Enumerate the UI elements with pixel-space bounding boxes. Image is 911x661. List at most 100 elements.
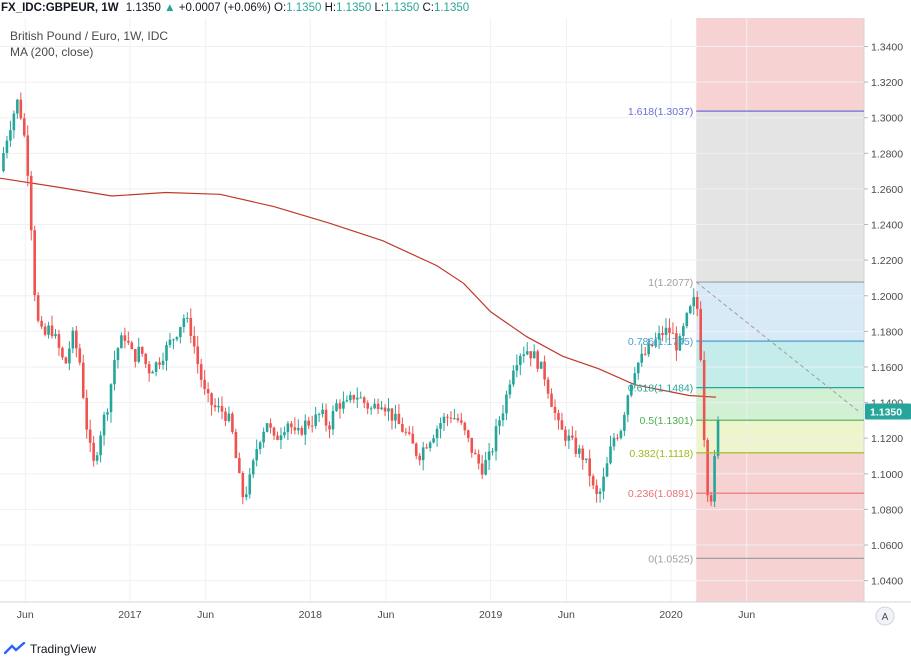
candle-body	[532, 351, 536, 359]
candle-body	[303, 420, 307, 435]
tradingview-logo-icon	[4, 642, 26, 655]
candle-body	[168, 339, 172, 345]
candle-body	[9, 130, 12, 141]
candle-body	[522, 354, 526, 356]
candle-body	[276, 435, 279, 440]
candle-body	[251, 460, 255, 475]
candle-body	[577, 448, 581, 454]
fib-level-label: 0.618(1.1484)	[628, 383, 693, 395]
fib-level-label: 0.786(1.1745)	[628, 336, 693, 348]
candle-body	[33, 230, 36, 296]
candle-body	[199, 364, 203, 380]
candle-body	[702, 359, 706, 440]
y-tick-label: 1.1800	[871, 326, 903, 338]
high-label: H:	[324, 2, 337, 14]
change-arrow-icon: ▲	[164, 2, 176, 14]
candle-body	[414, 443, 418, 456]
candle-body	[95, 455, 99, 461]
candle-body	[553, 406, 557, 413]
symbol-label[interactable]: FX_IDC:GBPEUR, 1W	[1, 2, 119, 14]
candle-body	[349, 395, 352, 401]
candle-body	[650, 344, 654, 346]
open-label: O:	[274, 2, 287, 14]
candle-body	[255, 449, 258, 461]
legend-indicator[interactable]: MA (200, close)	[10, 45, 94, 59]
candle-body	[238, 458, 241, 474]
candle-body	[241, 473, 245, 498]
candle-body	[512, 370, 515, 385]
candle-body	[123, 335, 127, 341]
candle-body	[175, 337, 179, 340]
axes: 1.3400 1.3200 1.3000 1.2800 1.2600 1.2400 1.22…	[0, 18, 911, 626]
y-tick-label: 1.2200	[871, 255, 903, 267]
candle-body	[265, 423, 269, 432]
candle-body	[206, 389, 210, 394]
candle-body	[581, 448, 585, 460]
candle-body	[300, 427, 304, 435]
candle-body	[633, 373, 637, 385]
candle-body	[567, 435, 571, 441]
candle-body	[324, 409, 328, 426]
candle-body	[695, 297, 699, 309]
candle-body	[428, 442, 432, 449]
fib-zone	[696, 387, 864, 421]
candle-body	[571, 435, 574, 438]
candle-body	[137, 346, 141, 362]
candle-body	[68, 348, 71, 364]
candle-body	[446, 416, 449, 418]
candle-body	[290, 423, 293, 428]
candle-body	[272, 427, 276, 436]
candle-body	[609, 446, 612, 464]
candle-body	[397, 413, 401, 424]
candle-body	[50, 325, 54, 337]
candle-body	[78, 348, 82, 363]
candle-body	[36, 295, 40, 321]
candle-body	[297, 427, 300, 431]
candle-body	[640, 353, 644, 363]
candle-body	[682, 326, 685, 337]
candle-body	[519, 355, 522, 366]
fib-level-label: 0.5(1.1301)	[640, 415, 694, 427]
candle-body	[484, 460, 487, 475]
fib-zone-top	[696, 18, 864, 112]
candle-body	[602, 476, 605, 492]
candle-body	[331, 411, 335, 430]
candle-body	[671, 332, 675, 334]
candle-body	[248, 474, 252, 495]
candle-body	[647, 344, 650, 355]
ma-200-line	[0, 177, 717, 398]
grid	[0, 18, 864, 602]
candle-body	[688, 306, 692, 314]
candle-body	[40, 320, 43, 327]
fib-retracement-layer[interactable]	[696, 18, 864, 602]
candle-body	[165, 344, 168, 361]
brand-label[interactable]: TradingView	[30, 642, 97, 656]
y-tick-label: 1.2000	[871, 291, 903, 303]
candle-body	[636, 362, 640, 374]
candle-body	[498, 420, 501, 427]
candle-body	[314, 414, 317, 426]
candle-body	[477, 454, 480, 464]
candle-body	[189, 317, 193, 336]
fib-level-label: 1(1.2077)	[648, 277, 693, 289]
candles	[2, 92, 720, 508]
candle-body	[283, 432, 286, 436]
candle-body	[678, 336, 682, 351]
candle-body	[335, 403, 338, 412]
candle-body	[158, 362, 161, 365]
candle-body	[120, 335, 123, 349]
fib-level-label: 0(1.0525)	[648, 553, 693, 565]
auto-scale-button[interactable]	[875, 606, 895, 626]
candle-body	[408, 432, 411, 434]
candle-body	[664, 327, 668, 335]
candle-body	[453, 418, 456, 420]
y-tick-label: 1.1000	[871, 469, 903, 481]
candle-body	[456, 418, 460, 421]
candle-body	[217, 405, 220, 408]
candle-body	[196, 346, 200, 365]
candle-body	[262, 431, 265, 443]
candle-body	[605, 463, 609, 477]
price-chart[interactable]: 1.3400 1.3200 1.3000 1.2800 1.2600 1.2400 1.22…	[0, 18, 911, 640]
candle-body	[29, 175, 33, 231]
